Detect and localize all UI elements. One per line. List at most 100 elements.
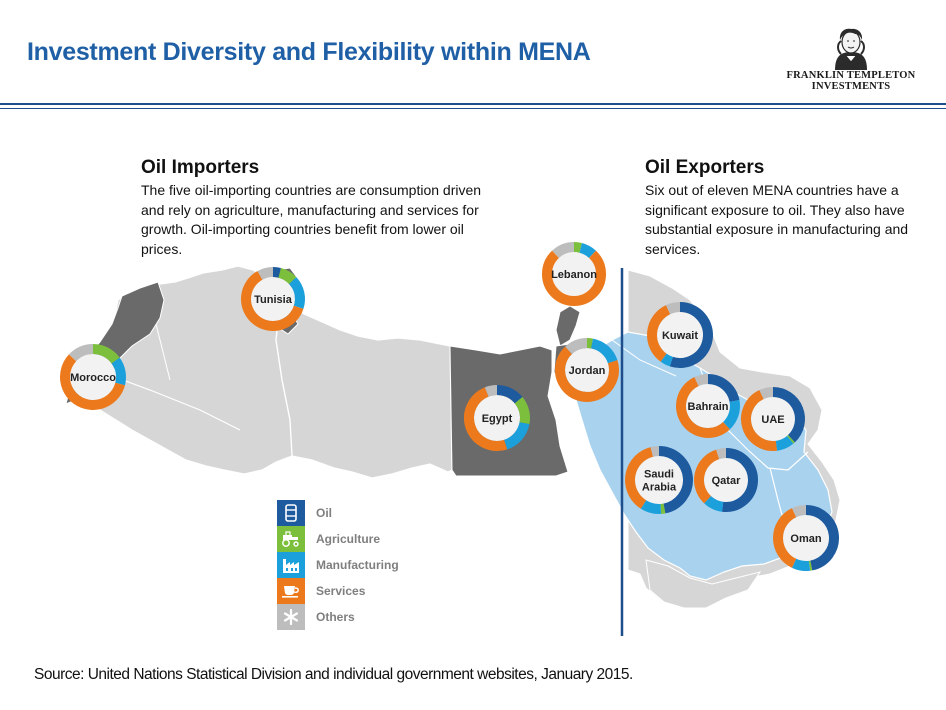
donut-segment-tunisia-oil	[272, 267, 281, 278]
donut-segment-qatar-others	[716, 448, 727, 460]
donut-segment-oman-others	[791, 505, 807, 518]
donut-center-bahrain	[686, 384, 730, 428]
donut-segment-uae-manufacturing	[775, 435, 794, 451]
importers-heading: Oil Importers	[141, 157, 260, 178]
tractor-icon	[277, 526, 305, 552]
donut-morocco: Morocco	[60, 344, 126, 410]
donut-egypt: Egypt	[464, 385, 530, 451]
donut-center-jordan	[565, 348, 609, 392]
donut-center-uae	[751, 397, 795, 441]
oil-barrel-icon	[277, 500, 305, 526]
sector-donut-charts: Tunisia Morocco Lebanon Jordan Egypt Kuwait Ba…	[60, 242, 839, 571]
levant-land	[555, 305, 581, 347]
donut-segment-egypt-manufacturing	[503, 421, 530, 450]
legend-label-agriculture: Agriculture	[316, 532, 381, 546]
donut-segment-lebanon-services	[542, 250, 606, 306]
country-label-saudi: Saudi	[644, 469, 674, 481]
legend-item-others: Others	[277, 604, 399, 630]
sector-legend: Oil Agriculture Manufacturing Services O…	[277, 500, 399, 630]
legend-item-agriculture: Agriculture	[277, 526, 399, 552]
donut-segment-egypt-oil	[496, 385, 523, 404]
donut-segment-lebanon-manufacturing	[579, 243, 596, 259]
country-label-jordan: Jordan	[569, 365, 606, 377]
donut-jordan: Jordan	[555, 338, 619, 402]
donut-segment-uae-services	[741, 390, 778, 451]
donut-center-oman	[783, 515, 829, 561]
donut-segment-kuwait-others	[665, 302, 681, 315]
factory-icon	[277, 552, 305, 578]
donut-segment-bahrain-others	[694, 374, 709, 387]
donut-segment-saudi-oil	[658, 446, 693, 514]
donut-kuwait: Kuwait	[647, 302, 713, 368]
donut-segment-tunisia-services	[241, 270, 304, 331]
donut-segment-bahrain-manufacturing	[722, 400, 740, 430]
donut-segment-morocco-services	[60, 354, 125, 410]
donut-segment-tunisia-agriculture	[278, 268, 297, 285]
donut-segment-egypt-agriculture	[514, 396, 530, 425]
donut-uae: UAE	[741, 387, 805, 451]
donut-segment-lebanon-agriculture	[573, 242, 582, 253]
legend-label-oil: Oil	[316, 506, 333, 520]
country-label-egypt: Egypt	[482, 413, 513, 425]
donut-segment-egypt-services	[464, 387, 508, 451]
country-label-bahrain: Bahrain	[688, 401, 729, 413]
donut-center-tunisia	[251, 277, 295, 321]
exporters-description: Six out of eleven MENA countries have a …	[645, 182, 909, 257]
donut-segment-qatar-services	[694, 449, 720, 504]
donut-segment-morocco-manufacturing	[111, 357, 126, 386]
donut-segment-jordan-services	[555, 346, 619, 402]
page-title: Investment Diversity and Flexibility wit…	[27, 38, 591, 66]
country-label-kuwait: Kuwait	[662, 330, 698, 342]
donut-center-kuwait	[657, 312, 703, 358]
country-label-morocco: Morocco	[70, 372, 116, 384]
asterisk-icon	[277, 604, 305, 630]
donut-bahrain: Bahrain	[676, 374, 740, 438]
donut-segment-bahrain-services	[676, 377, 730, 438]
donut-tunisia: Tunisia	[241, 267, 305, 331]
donut-segment-morocco-others	[68, 344, 94, 362]
donut-segment-egypt-others	[484, 385, 498, 397]
donut-center-morocco	[70, 354, 116, 400]
donut-segment-saudi-manufacturing	[640, 500, 662, 514]
coffee-cup-icon	[277, 578, 305, 604]
donut-segment-saudi-services	[625, 447, 654, 509]
legend-item-manufacturing: Manufacturing	[277, 552, 399, 578]
donut-segment-kuwait-oil	[669, 302, 713, 368]
donut-segment-uae-oil	[772, 387, 805, 443]
country-label-saudi: Arabia	[642, 482, 677, 494]
logo-line-1: FRANKLIN TEMPLETON	[786, 70, 916, 81]
legend-item-oil: Oil	[277, 500, 399, 526]
yemen-land	[645, 559, 762, 609]
donut-segment-oman-oil	[805, 505, 839, 571]
donut-segment-tunisia-others	[257, 267, 274, 280]
donut-segment-oman-services	[773, 508, 797, 568]
donut-segment-tunisia-manufacturing	[288, 277, 305, 309]
country-label-qatar: Qatar	[712, 475, 741, 487]
donut-segment-lebanon-others	[552, 242, 575, 259]
country-label-lebanon: Lebanon	[551, 269, 597, 281]
donut-segment-oman-manufacturing	[791, 558, 811, 571]
donut-oman: Oman	[773, 505, 839, 571]
header-rule-thin	[0, 108, 946, 109]
donut-qatar: Qatar	[694, 448, 758, 512]
logo-line-2: INVESTMENTS	[811, 81, 891, 92]
donut-segment-uae-agriculture	[786, 435, 795, 444]
importers-description: The five oil-importing countries are con…	[141, 182, 482, 257]
donut-segment-kuwait-services	[647, 305, 671, 362]
donut-segment-uae-others	[759, 387, 774, 400]
legend-label-manufacturing: Manufacturing	[316, 558, 399, 572]
donut-center-egypt	[474, 395, 520, 441]
country-label-uae: UAE	[761, 414, 784, 426]
donut-segment-kuwait-manufacturing	[660, 353, 674, 367]
donut-center-lebanon	[552, 252, 596, 296]
donut-segment-saudi-others	[650, 446, 660, 457]
donut-segment-bahrain-oil	[707, 374, 740, 403]
donut-center-qatar	[704, 458, 748, 502]
donut-segment-jordan-others	[565, 338, 588, 355]
franklin-portrait-icon	[835, 28, 867, 70]
country-label-oman: Oman	[790, 533, 821, 545]
header-rule	[0, 103, 946, 105]
legend-item-services: Services	[277, 578, 399, 604]
